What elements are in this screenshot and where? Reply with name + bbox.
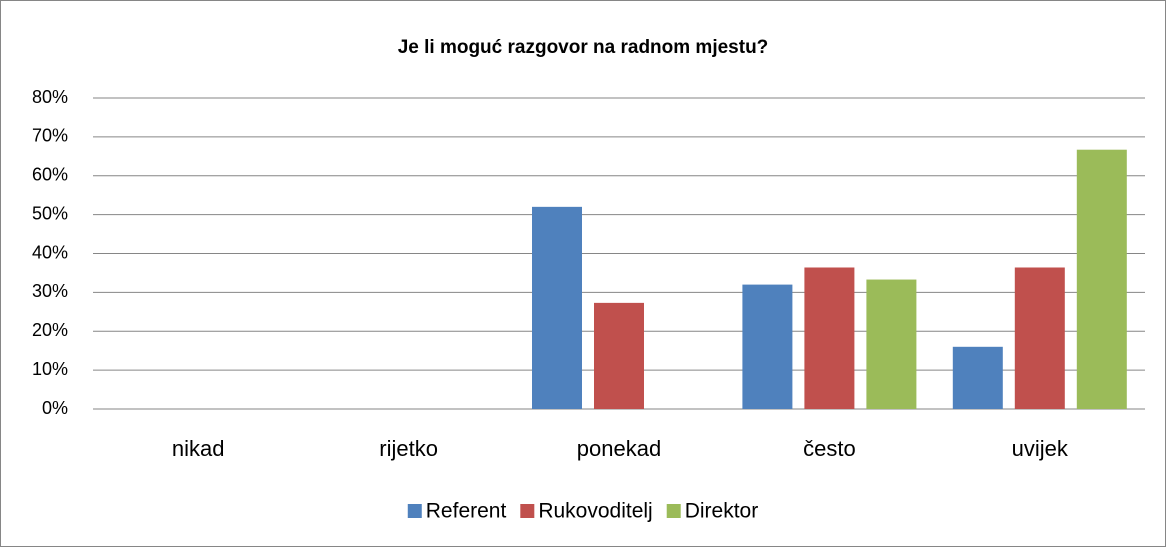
legend-label: Rukovoditelj [538,500,652,523]
y-tick-label: 20% [32,320,68,340]
y-tick-label: 50% [32,203,68,223]
y-tick-label: 80% [32,87,68,107]
x-tick-label: uvijek [1012,436,1069,461]
legend-label: Direktor [685,500,759,523]
bar [866,279,917,409]
x-tick-label: rijetko [379,436,438,461]
y-tick-label: 40% [32,242,68,262]
bar [594,302,644,409]
x-tick-label: nikad [172,436,225,461]
y-tick-label: 30% [32,281,68,301]
y-tick-label: 70% [32,126,68,146]
legend-label: Referent [426,500,507,523]
bar [804,267,855,409]
legend-swatch [407,504,422,518]
y-tick-label: 0% [42,398,68,418]
x-tick-label: ponekad [577,436,661,461]
legend-swatch [666,504,681,518]
bar [1076,149,1127,410]
y-tick-label: 60% [32,165,68,185]
bar [742,284,793,409]
legend-swatch [520,504,535,518]
bar [952,346,1003,409]
chart-title: Je li moguć razgovor na radnom mjestu? [398,37,769,58]
x-tick-label: često [803,436,856,461]
y-tick-label: 10% [32,359,68,379]
bar [1014,267,1065,409]
bar [532,206,582,409]
